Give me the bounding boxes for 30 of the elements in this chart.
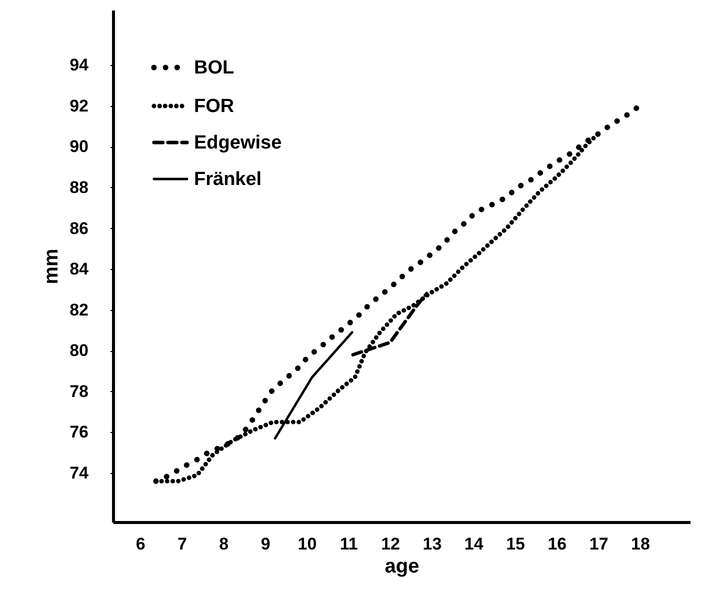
y-tick-label: 78	[70, 382, 88, 401]
legend-label: BOL	[194, 58, 234, 78]
y-tick-label: 82	[70, 300, 88, 320]
y-tick-label: 76	[70, 422, 88, 442]
x-tick-label: 17	[589, 534, 608, 554]
x-axis-title: age	[384, 556, 420, 578]
x-tick-label: 11	[340, 534, 358, 554]
x-tick-label: 14	[464, 534, 484, 554]
x-tick-label: 18	[631, 534, 650, 554]
x-tick-label: 13	[422, 534, 442, 554]
x-tick-label: 12	[381, 534, 400, 554]
x-tick-label: 7	[178, 534, 187, 554]
y-tick-label: 90	[70, 137, 88, 156]
y-tick-label: 80	[70, 341, 88, 360]
x-tick-label: 10	[298, 534, 317, 554]
y-tick-label: 88	[70, 178, 88, 197]
legend-label: Fränkel	[194, 169, 262, 190]
y-tick-label: 92	[70, 96, 88, 116]
x-tick-label: 16	[548, 534, 567, 554]
x-tick-label: 6	[136, 534, 146, 554]
y-axis-title: mm	[40, 248, 63, 284]
x-tick-label: 15	[506, 534, 525, 554]
y-tick-label: 94	[70, 56, 90, 75]
x-tick-label: 8	[219, 534, 229, 554]
legend-label: Edgewise	[194, 132, 282, 154]
y-tick-label: 74	[70, 464, 90, 483]
y-tick-label: 86	[70, 218, 88, 238]
y-tick-label: 84	[70, 260, 90, 279]
legend-label: FOR	[194, 96, 234, 117]
x-tick-label: 9	[260, 534, 270, 554]
